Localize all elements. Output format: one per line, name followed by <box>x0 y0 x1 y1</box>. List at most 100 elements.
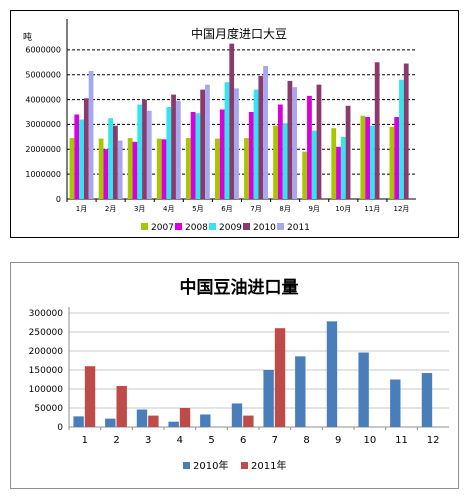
soy-bar-2011-8月 <box>292 87 298 199</box>
soy-bar-2007-12月 <box>389 126 395 199</box>
soy-bar-2007-8月 <box>273 125 278 199</box>
soy-bar-2011-5月 <box>205 84 210 199</box>
soybean-import-chart: 中国月度进口大豆 吨 0 1000000 2000000 3000000 4000000 50… <box>10 10 459 238</box>
soy-x-tick-label: 11月 <box>364 205 380 213</box>
soy-y-tick-label: 4000000 <box>25 95 61 104</box>
soy-bar-2011-4月 <box>175 100 181 199</box>
soy-bar-2009-11月 <box>369 125 375 199</box>
soy-bar-2010-6月 <box>229 43 235 200</box>
oil-bar-2011年-3 <box>148 415 159 427</box>
soy-bar-2009-12月 <box>399 79 404 199</box>
oil-bar-2010年-12 <box>421 373 433 427</box>
soybean-oil-import-chart: 中国豆油进口量 0 50000 100000 150000 200000 250000 300… <box>10 262 459 489</box>
soy-legend-label-2009: 2009 <box>219 223 242 233</box>
soy-y-tick-label: 6000000 <box>25 46 61 55</box>
oil-bar-2011年-6 <box>243 415 254 427</box>
soy-bar-2009-5月 <box>195 113 201 199</box>
soy-bar-2007-7月 <box>244 138 249 199</box>
soy-x-tick-label: 2月 <box>105 205 116 213</box>
soy-x-tick-label: 12月 <box>393 205 409 213</box>
soy-bar-2011-6月 <box>234 88 239 199</box>
soy-x-tick-label: 9月 <box>308 205 319 213</box>
soy-y-tick-label: 1000000 <box>25 170 61 179</box>
oil-x-tick-label: 7 <box>272 435 278 446</box>
soy-bar-2010-3月 <box>142 99 147 199</box>
soy-bar-2008-11月 <box>365 116 370 199</box>
soy-bar-2010-10月 <box>345 105 351 199</box>
soy-y-tick-label: 2000000 <box>25 145 61 154</box>
soy-bar-2008-4月 <box>161 139 167 199</box>
soy-bar-2008-9月 <box>307 95 312 199</box>
soy-x-tick-label: 3月 <box>134 205 145 213</box>
oil-y-tick-label: 250000 <box>29 328 64 338</box>
soy-bar-2008-2月 <box>103 149 109 199</box>
soy-bar-2007-5月 <box>185 138 191 199</box>
soy-bar-2010-2月 <box>113 125 118 199</box>
soy-y-tick-label: 3000000 <box>25 120 61 129</box>
oil-x-tick-label: 8 <box>303 435 309 446</box>
soy-bar-2010-7月 <box>258 75 264 199</box>
soy-bar-2009-3月 <box>137 104 143 199</box>
soy-bar-2011-7月 <box>263 66 268 199</box>
soy-bar-2007-6月 <box>215 138 220 199</box>
soy-y-tick-label: 0 <box>56 195 61 204</box>
soy-x-tick-label: 10月 <box>335 205 351 213</box>
soy-bar-2008-10月 <box>336 146 341 199</box>
soy-y-axis-label: 吨 <box>23 31 32 43</box>
soy-bar-2010-11月 <box>374 62 380 200</box>
oil-bar-2010年-3 <box>136 409 148 427</box>
oil-bar-2011年-1 <box>84 366 96 427</box>
oil-bar-2010年-1 <box>73 416 84 427</box>
soy-bar-2010-1月 <box>83 98 89 199</box>
oil-legend-swatch-2011年 <box>241 462 248 469</box>
soy-bar-2007-4月 <box>156 138 162 199</box>
soy-x-tick-label: 6月 <box>221 205 232 213</box>
soy-bar-2010-12月 <box>403 63 409 200</box>
soy-legend-label-2008: 2008 <box>185 223 208 233</box>
oil-bar-2010年-6 <box>231 403 243 427</box>
soy-bar-2009-9月 <box>311 130 317 199</box>
oil-x-tick-label: 1 <box>82 435 88 446</box>
oil-title: 中国豆油进口量 <box>180 277 299 298</box>
soy-bar-2007-10月 <box>331 128 337 199</box>
soy-bar-2010-8月 <box>287 80 293 199</box>
oil-bar-2010年-10 <box>358 352 369 427</box>
soy-x-tick-label: 7月 <box>250 205 261 213</box>
soy-bar-2010-5月 <box>200 89 206 199</box>
soy-legend-label-2011: 2011 <box>287 223 310 233</box>
oil-bar-2011年-4 <box>179 408 191 427</box>
oil-bar-2010年-7 <box>263 370 274 427</box>
oil-x-tick-label: 11 <box>395 435 408 446</box>
oil-x-tick-label: 3 <box>145 435 151 446</box>
soy-bar-2008-8月 <box>277 104 283 199</box>
soy-bar-2007-1月 <box>69 138 75 199</box>
soy-bar-2009-10月 <box>340 136 346 199</box>
soy-legend-swatch-2011 <box>277 223 284 230</box>
soy-bar-2010-9月 <box>316 84 322 199</box>
soy-bar-2008-1月 <box>74 114 80 199</box>
soy-bar-2011-3月 <box>146 110 152 199</box>
soy-bar-2008-5月 <box>190 112 196 199</box>
soy-legend-label-2010: 2010 <box>253 223 276 233</box>
oil-x-tick-label: 4 <box>177 435 183 446</box>
soy-bar-2009-2月 <box>108 118 114 199</box>
oil-y-tick-label: 150000 <box>29 366 64 376</box>
oil-x-tick-label: 12 <box>427 435 440 446</box>
soy-bar-2011-2月 <box>117 140 123 199</box>
oil-bar-2010年-5 <box>200 414 211 427</box>
soy-bar-2009-8月 <box>282 123 288 199</box>
soy-legend-swatch-2010 <box>243 223 250 230</box>
oil-legend-swatch-2010年 <box>183 462 190 469</box>
oil-bar-2010年-2 <box>105 418 116 427</box>
oil-x-tick-label: 10 <box>363 435 376 446</box>
oil-x-tick-label: 6 <box>240 435 246 446</box>
soy-x-tick-label: 1月 <box>76 205 87 213</box>
soybean-oil-import-chart-svg: 中国豆油进口量 0 50000 100000 150000 200000 250000 300… <box>29 277 449 472</box>
oil-bar-2011年-2 <box>116 385 127 427</box>
oil-bar-2010年-11 <box>390 379 401 427</box>
soy-bar-2007-3月 <box>127 138 133 199</box>
oil-bar-2010年-4 <box>168 421 179 427</box>
soy-bar-2008-3月 <box>132 141 138 199</box>
oil-x-tick-label: 2 <box>113 435 119 446</box>
soy-y-tick-label: 5000000 <box>25 71 61 80</box>
